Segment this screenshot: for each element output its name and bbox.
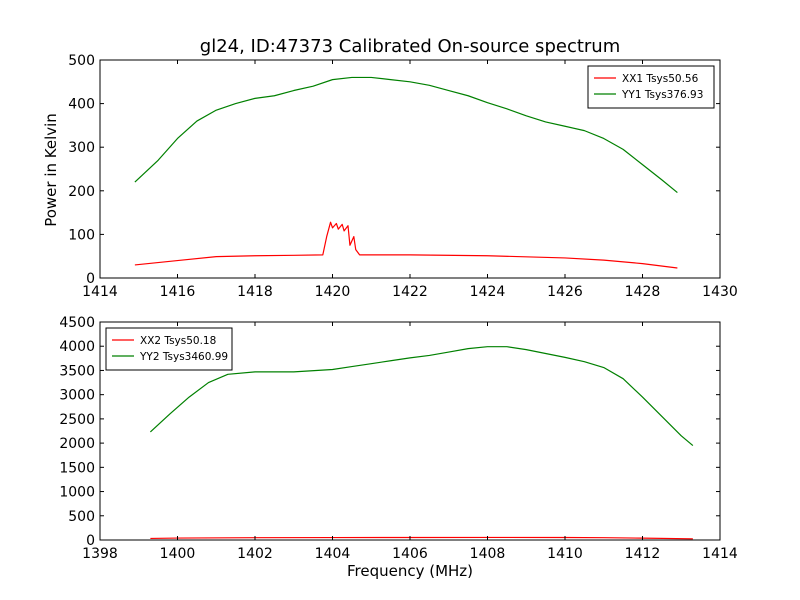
bottom-y-tick-label: 4000 — [59, 339, 95, 355]
top-axis-ticks: 1414 1416 1418 1420 1422 1424 1426 1428 1430 0 100… — [68, 53, 738, 300]
top-x-tick-label: 1420 — [315, 284, 351, 300]
bottom-x-tick-label: 1408 — [470, 546, 506, 562]
bottom-legend: XX2 Tsys50.18 YY2 Tsys3460.99 — [105, 327, 233, 371]
bottom-x-axis-label: Frequency (MHz) — [347, 562, 473, 580]
bottom-y-tick-label: 0 — [86, 533, 95, 549]
bottom-legend-box — [105, 327, 233, 371]
bottom-series-group — [149, 346, 694, 540]
chart-title: gl24, ID:47373 Calibrated On-source spec… — [200, 36, 620, 57]
top-x-tick-label: 1426 — [547, 284, 583, 300]
top-y-axis-label: Power in Kelvin — [42, 113, 60, 227]
top-series-group — [134, 76, 678, 269]
top-y-tick-label: 500 — [68, 53, 95, 69]
bottom-legend-label-2: YY2 Tsys3460.99 — [139, 351, 228, 363]
top-x-tick-label: 1428 — [625, 284, 661, 300]
bottom-series-line-1 — [150, 536, 693, 540]
top-legend: XX1 Tsys50.56 YY1 Tsys376.93 — [587, 65, 715, 109]
bottom-y-tick-label: 2500 — [59, 412, 95, 428]
bottom-y-tick-label: 3000 — [59, 388, 95, 404]
top-x-tick-label: 1424 — [470, 284, 506, 300]
bottom-series-line-2 — [149, 346, 694, 446]
bottom-x-tick-label: 1398 — [82, 546, 118, 562]
top-series-line-1 — [134, 221, 678, 269]
bottom-x-tick-label: 1404 — [315, 546, 351, 562]
bottom-y-tick-label: 1500 — [59, 460, 95, 476]
top-y-tick-label: 200 — [68, 184, 95, 200]
bottom-x-tick-label: 1412 — [625, 546, 661, 562]
top-y-tick-label: 0 — [86, 271, 95, 287]
top-legend-label-1: XX1 Tsys50.56 — [622, 73, 699, 85]
top-x-tick-label: 1418 — [237, 284, 273, 300]
top-y-tick-label: 300 — [68, 140, 95, 156]
bottom-y-tick-label: 4500 — [59, 315, 95, 331]
bottom-x-tick-label: 1400 — [160, 546, 196, 562]
bottom-y-tick-label: 3500 — [59, 363, 95, 379]
top-x-tick-label: 1416 — [160, 284, 196, 300]
top-x-tick-label: 1422 — [392, 284, 428, 300]
top-series-line-2 — [134, 76, 678, 194]
top-legend-label-2: YY1 Tsys376.93 — [621, 89, 703, 101]
bottom-y-tick-label: 1000 — [59, 485, 95, 501]
bottom-y-tick-label: 500 — [68, 509, 95, 525]
top-y-tick-label: 400 — [68, 97, 95, 113]
bottom-y-tick-label: 2000 — [59, 436, 95, 452]
top-y-tick-label: 100 — [68, 227, 95, 243]
bottom-x-tick-label: 1402 — [237, 546, 273, 562]
top-legend-box — [587, 65, 715, 109]
bottom-axis-ticks: 1398 1400 1402 1404 1406 1408 1410 1412 1414 0 500… — [59, 315, 738, 562]
top-x-tick-label: 1414 — [82, 284, 118, 300]
bottom-x-tick-label: 1410 — [547, 546, 583, 562]
top-x-tick-label: 1430 — [702, 284, 738, 300]
bottom-x-tick-label: 1406 — [392, 546, 428, 562]
bottom-x-tick-label: 1414 — [702, 546, 738, 562]
bottom-legend-label-1: XX2 Tsys50.18 — [140, 335, 216, 347]
